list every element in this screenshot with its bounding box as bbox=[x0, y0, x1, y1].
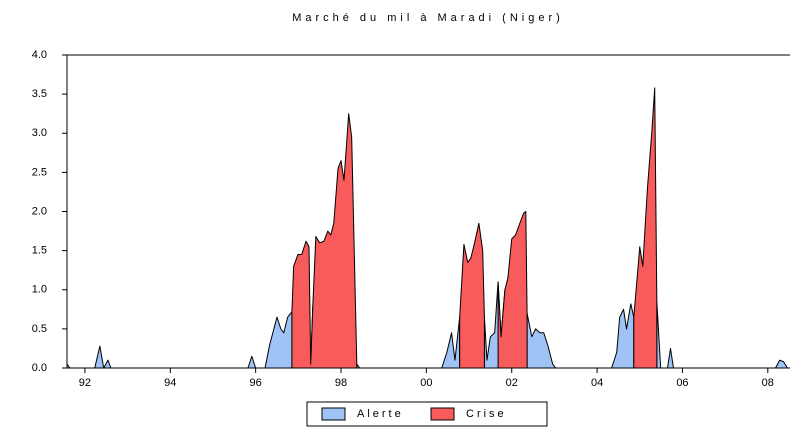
y-tick-label: 0.5 bbox=[32, 323, 47, 335]
legend-label: Crise bbox=[466, 408, 507, 420]
y-tick-label: 1.5 bbox=[32, 245, 47, 257]
x-tick-label: 02 bbox=[506, 377, 518, 389]
legend-swatch bbox=[321, 407, 346, 421]
x-tick-label: 98 bbox=[335, 377, 347, 389]
x-tick-label: 08 bbox=[762, 377, 774, 389]
chart-title: Marché du mil à Maradi (Niger) bbox=[292, 12, 564, 24]
legend-label: Alerte bbox=[357, 408, 404, 420]
y-tick-label: 2.0 bbox=[32, 205, 47, 217]
x-tick-label: 06 bbox=[676, 377, 688, 389]
x-tick-label: 92 bbox=[79, 377, 91, 389]
x-tick-label: 96 bbox=[250, 377, 262, 389]
x-tick-label: 00 bbox=[420, 377, 432, 389]
x-tick-label: 04 bbox=[591, 377, 603, 389]
legend-box bbox=[306, 401, 548, 427]
y-tick-label: 3.0 bbox=[32, 127, 47, 139]
y-tick-label: 3.5 bbox=[32, 88, 47, 100]
legend-swatch bbox=[430, 407, 455, 421]
area bbox=[291, 87, 658, 369]
y-tick-label: 2.5 bbox=[32, 166, 47, 178]
y-tick-label: 1.0 bbox=[32, 284, 47, 296]
y-tick-label: 0.0 bbox=[32, 362, 47, 374]
x-tick-label: 94 bbox=[164, 377, 176, 389]
area bbox=[66, 281, 788, 369]
y-tick-label: 4.0 bbox=[32, 49, 47, 61]
